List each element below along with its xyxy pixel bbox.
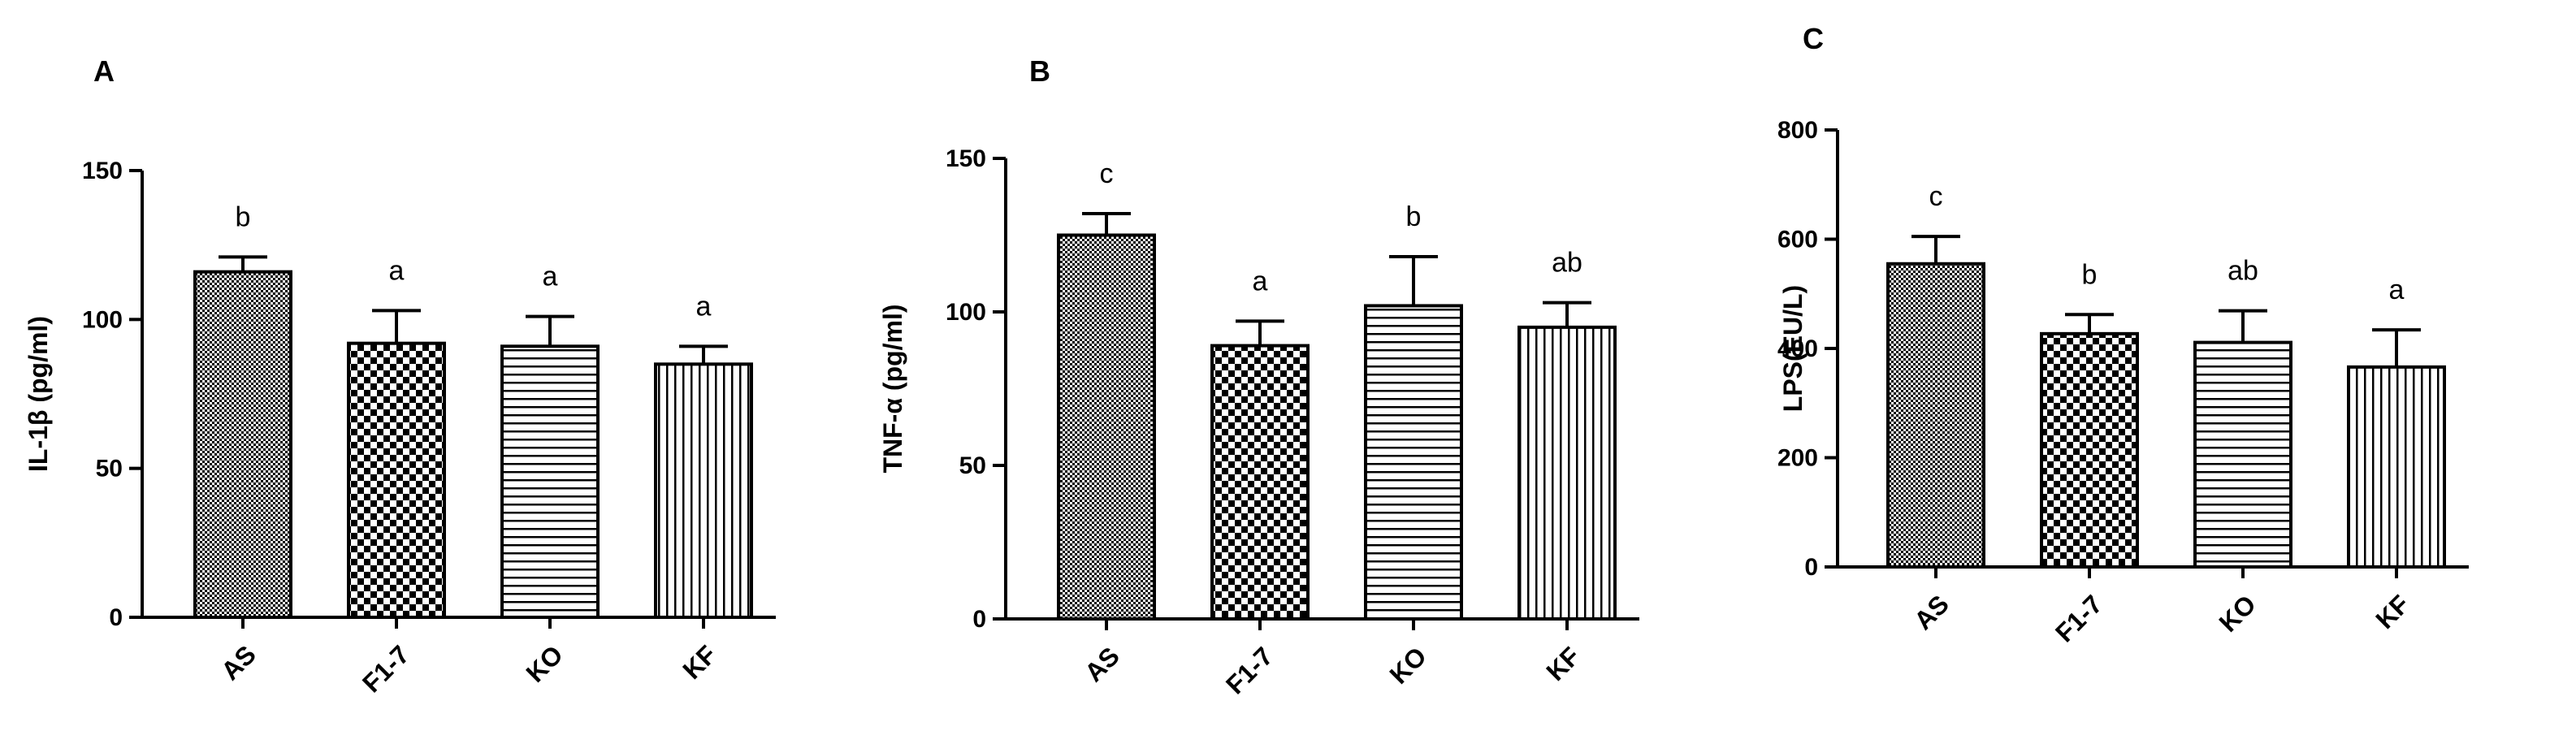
y-tick-label: 50 xyxy=(959,452,986,479)
significance-label: a xyxy=(1253,266,1268,296)
significance-label: a xyxy=(696,291,712,322)
significance-label: b xyxy=(2082,259,2098,290)
bar-ko xyxy=(2193,340,2292,569)
panel-a: A 0 50 100 150 IL-1β (pg/ml) b AS a F1-7 a KO a KF xyxy=(24,54,776,698)
panel-letter: C xyxy=(1803,22,1824,55)
y-axis-label: IL-1β (pg/ml) xyxy=(24,316,53,472)
bar-f1-7 xyxy=(2040,331,2139,569)
panel-c: C 0 200 400 600 800 LPS(EU/L) c AS b F1-7 ab KO a KF xyxy=(1777,22,2469,647)
significance-label: a xyxy=(543,262,558,292)
y-tick-label: 800 xyxy=(1777,117,1818,144)
y-tick-label: 200 xyxy=(1777,445,1818,472)
x-tick-label: AS xyxy=(1079,641,1125,687)
panel-letter: B xyxy=(1029,54,1050,88)
bar-f1-7 xyxy=(1210,344,1310,621)
x-tick-label: KO xyxy=(521,639,569,687)
panel-letter: A xyxy=(93,54,115,88)
y-axis-label: TNF-α (pg/ml) xyxy=(878,304,907,473)
significance-label: a xyxy=(389,255,405,286)
significance-label: c xyxy=(1929,181,1943,212)
bar-as xyxy=(1057,233,1156,621)
y-tick-label: 0 xyxy=(972,606,986,633)
panel-b: B 0 50 100 150 TNF-α (pg/ml) c AS a F1-7 b KO ab KF xyxy=(878,54,1639,699)
bar-kf xyxy=(1517,325,1617,621)
y-tick-label: 50 xyxy=(96,456,123,482)
y-tick-label: 100 xyxy=(82,306,123,333)
bar-as xyxy=(1886,262,1985,569)
y-tick-label: 600 xyxy=(1777,227,1818,253)
y-tick-label: 400 xyxy=(1777,335,1818,362)
y-tick-label: 100 xyxy=(946,299,986,326)
bar-as xyxy=(193,270,292,619)
x-tick-label: KO xyxy=(2214,589,2262,637)
x-tick-label: KF xyxy=(677,639,722,685)
x-tick-label: F1-7 xyxy=(357,639,415,698)
x-tick-label: KO xyxy=(1384,641,1432,689)
x-tick-label: KF xyxy=(1540,641,1586,686)
bar-kf xyxy=(654,362,753,619)
x-tick-label: KF xyxy=(2370,589,2415,634)
y-tick-label: 150 xyxy=(82,158,123,184)
bar-f1-7 xyxy=(347,341,446,619)
x-tick-label: AS xyxy=(215,639,262,686)
x-tick-label: F1-7 xyxy=(2050,589,2108,647)
significance-label: c xyxy=(1100,158,1114,189)
significance-label: ab xyxy=(1552,248,1582,279)
x-tick-label: AS xyxy=(1908,589,1955,635)
y-tick-label: 0 xyxy=(109,604,123,631)
bar-kf xyxy=(2347,365,2446,569)
x-tick-label: F1-7 xyxy=(1220,641,1279,699)
y-axis-label: LPS(EU/L) xyxy=(1778,285,1808,412)
significance-label: b xyxy=(1406,201,1422,232)
significance-label: b xyxy=(236,201,251,232)
bar-ko xyxy=(1364,304,1463,621)
bar-ko xyxy=(500,344,600,619)
significance-label: ab xyxy=(2227,256,2258,287)
significance-label: a xyxy=(2389,275,2405,305)
y-tick-label: 150 xyxy=(946,145,986,172)
y-tick-label: 0 xyxy=(1804,554,1818,581)
